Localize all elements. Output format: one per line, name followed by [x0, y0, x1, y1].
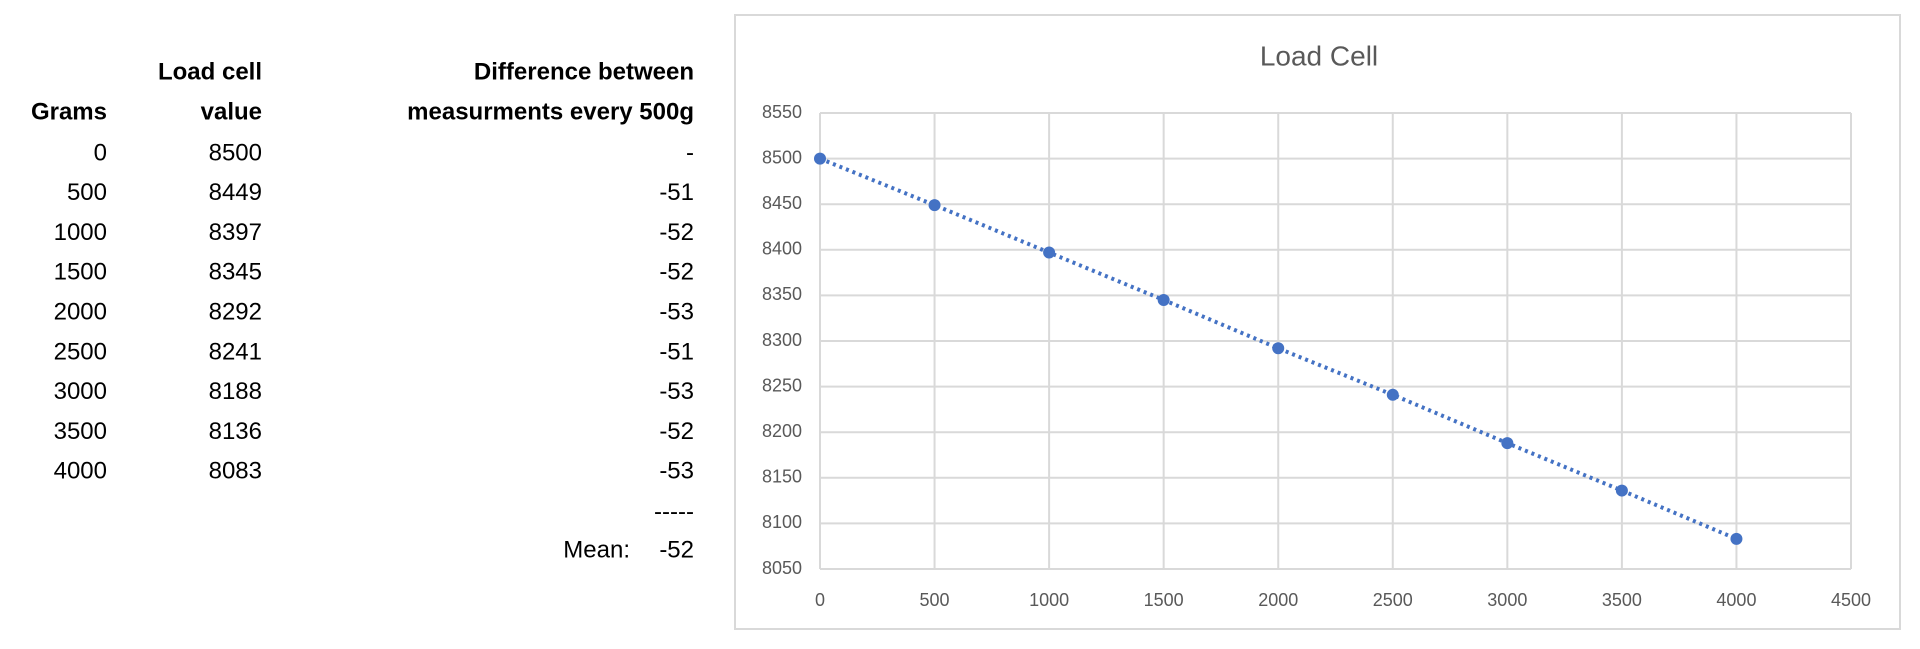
data-point [1272, 342, 1285, 355]
table-cell: 1500 [54, 259, 107, 286]
y-tick-label: 8500 [762, 147, 802, 167]
table-cell: 3000 [54, 378, 107, 405]
mean-label: Mean: [563, 536, 630, 563]
table-cell: 3500 [54, 418, 107, 445]
y-tick-label: 8350 [762, 284, 802, 304]
column-header: Load cell [158, 58, 262, 85]
y-tick-label: 8400 [762, 239, 802, 259]
table-cell: -52 [659, 219, 694, 246]
data-point [1615, 484, 1628, 497]
table-cell: -51 [659, 338, 694, 365]
column-header: Difference between [474, 58, 694, 85]
y-tick-label: 8200 [762, 421, 802, 441]
trend-line [819, 156, 1738, 541]
y-tick-label: 8100 [762, 512, 802, 532]
y-tick-label: 8250 [762, 375, 802, 395]
table-cell: 1000 [54, 219, 107, 246]
column-header: value [201, 98, 262, 125]
table-cell: 8241 [209, 338, 262, 365]
column-header: measurments every 500g [407, 98, 694, 125]
table-cell: - [686, 139, 694, 166]
table-cell: -51 [659, 179, 694, 206]
table-cell: -53 [659, 378, 694, 405]
x-tick-label: 1000 [1029, 590, 1069, 610]
separator: ----- [654, 498, 694, 525]
table-cell: 0 [94, 139, 107, 166]
data-point [814, 152, 826, 165]
data-point [1386, 388, 1399, 401]
x-tick-label: 2500 [1373, 590, 1413, 610]
x-tick-label: 500 [920, 590, 950, 610]
table-cell: -52 [659, 259, 694, 286]
chart-frame [734, 14, 1901, 630]
data-point [1043, 246, 1056, 259]
chart-title: Load Cell [1260, 40, 1378, 71]
table-cell: 8136 [209, 418, 262, 445]
x-tick-label: 2000 [1258, 590, 1298, 610]
table-cell: -52 [659, 418, 694, 445]
data-point [1730, 532, 1743, 545]
table-cell: 8449 [209, 179, 262, 206]
table-cell: 8397 [209, 219, 262, 246]
x-tick-label: 3000 [1487, 590, 1527, 610]
table-cell: 2500 [54, 338, 107, 365]
data-point [928, 199, 941, 212]
y-tick-label: 8300 [762, 330, 802, 350]
table-cell: 2000 [54, 299, 107, 326]
x-tick-label: 3500 [1602, 590, 1642, 610]
data-point [1157, 293, 1170, 306]
y-tick-label: 8050 [762, 558, 802, 578]
table-cell: 8083 [209, 458, 262, 485]
table-cell: -53 [659, 458, 694, 485]
x-tick-label: 4000 [1716, 590, 1756, 610]
y-tick-label: 8450 [762, 193, 802, 213]
x-tick-label: 1500 [1144, 590, 1184, 610]
x-tick-label: 4500 [1831, 590, 1871, 610]
table-cell: 8292 [209, 299, 262, 326]
table-cell: 8345 [209, 259, 262, 286]
y-tick-label: 8150 [762, 467, 802, 487]
table-cell: 500 [67, 179, 107, 206]
data-point [1501, 437, 1514, 450]
table-cell: 4000 [54, 458, 107, 485]
table-cell: 8188 [209, 378, 262, 405]
table-cell: 8500 [209, 139, 262, 166]
table-cell: -53 [659, 299, 694, 326]
column-header: Grams [31, 98, 107, 125]
mean-value: -52 [659, 536, 694, 563]
x-tick-label: 0 [815, 590, 825, 610]
y-tick-label: 8550 [762, 102, 802, 122]
